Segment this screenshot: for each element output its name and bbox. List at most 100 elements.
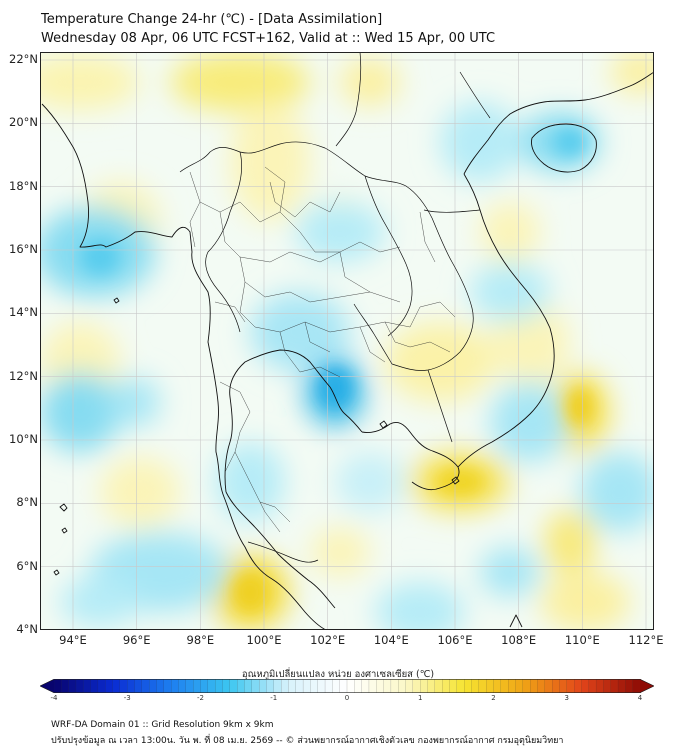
colorbar-segment [332, 679, 341, 693]
colorbar-segment [61, 679, 70, 693]
colorbar-segment [207, 679, 216, 693]
colorbar-segment [515, 679, 524, 693]
colorbar-segment [508, 679, 517, 693]
colorbar-segment [273, 679, 282, 693]
colorbar-segment [368, 679, 377, 693]
colorbar-segment [134, 679, 143, 693]
colorbar-segment [259, 679, 268, 693]
colorbar-segment [163, 679, 172, 693]
colorbar-segment [398, 679, 407, 693]
colorbar-segment [603, 679, 612, 693]
colorbar-segment [449, 679, 458, 693]
colorbar-segment [200, 679, 209, 693]
colorbar-segment [412, 679, 421, 693]
colorbar-tick-label: 3 [564, 694, 569, 702]
lon-tick-label: 98°E [186, 633, 215, 647]
colorbar-segment [574, 679, 583, 693]
colorbar-segment [229, 679, 238, 693]
colorbar-segment [581, 679, 590, 693]
colorbar-segment [427, 679, 436, 693]
map-title: Temperature Change 24-hr (℃) - [Data Ass… [41, 12, 383, 27]
lat-tick-label: 12°N [9, 368, 38, 383]
lon-tick-label: 100°E [246, 633, 282, 647]
colorbar-segment [251, 679, 260, 693]
colorbar-segment [222, 679, 231, 693]
colorbar-segment [390, 679, 399, 693]
colorbar-segment [149, 679, 158, 693]
colorbar-segment [324, 679, 334, 693]
lon-tick-label: 94°E [59, 633, 87, 647]
colorbar [40, 679, 654, 693]
colorbar-segment [83, 679, 92, 693]
colorbar-segment [90, 679, 99, 693]
lon-tick-label: 112°E [628, 633, 664, 647]
colorbar-segment [317, 679, 326, 693]
lat-tick-label: 8°N [16, 495, 38, 510]
colorbar-segment [420, 679, 429, 693]
colorbar-segment [193, 679, 202, 693]
colorbar-segment [544, 679, 553, 693]
colorbar-min-arrow [40, 679, 54, 693]
colorbar-segment [346, 679, 356, 693]
colorbar-segment [156, 679, 165, 693]
colorbar-segment [280, 679, 290, 693]
colorbar-segment [68, 679, 77, 693]
colorbar-segment [244, 679, 253, 693]
coastlines [41, 71, 654, 630]
colorbar-segment [442, 679, 451, 693]
colorbar-segment [119, 679, 128, 693]
lat-tick-label: 6°N [16, 558, 38, 573]
temperature-map [40, 52, 654, 630]
colorbar-segment [595, 679, 605, 693]
colorbar-tick-label: -4 [50, 694, 58, 702]
lat-tick-label: 18°N [9, 178, 38, 193]
colorbar-segment [127, 679, 136, 693]
colorbar-segment [486, 679, 495, 693]
colorbar-segment [493, 679, 502, 693]
colorbar-segment [237, 679, 246, 693]
colorbar-tick-label: 0 [344, 694, 350, 702]
colorbar-segment [97, 679, 106, 693]
colorbar-tick-label: -1 [270, 694, 278, 702]
colorbar-tick-label: 1 [418, 694, 423, 702]
colorbar-segment [434, 679, 443, 693]
colorbar-segment [288, 679, 297, 693]
lon-tick-label: 106°E [437, 633, 473, 647]
colorbar-segment [105, 679, 114, 693]
colorbar-segment [383, 679, 392, 693]
province-borders [189, 166, 456, 533]
lon-tick-label: 104°E [373, 633, 409, 647]
colorbar-segment [625, 679, 634, 693]
colorbar-tick-label: 2 [491, 694, 496, 702]
colorbar-segment [478, 679, 487, 693]
colorbar-segment [610, 679, 619, 693]
lat-tick-label: 14°N [9, 305, 38, 320]
colorbar-segment [456, 679, 465, 693]
colorbar-segment [178, 679, 187, 693]
colorbar-segment [617, 679, 627, 693]
colorbar-segment [75, 679, 84, 693]
colorbar-segment [310, 679, 319, 693]
colorbar-title: อุณหภูมิเปลี่ยนแปลง หน่วย องศาเซลเซียส (… [241, 669, 435, 680]
colorbar-segment [112, 679, 121, 693]
lat-tick-label: 4°N [16, 622, 38, 636]
colorbar-segment [171, 679, 180, 693]
colorbar-tick-label: -2 [197, 694, 204, 702]
colorbar-segment [354, 679, 363, 693]
country-borders [179, 52, 491, 563]
colorbar-segment [376, 679, 385, 693]
colorbar-segment [530, 679, 539, 693]
gridlines [40, 52, 654, 630]
colorbar-tick-label: -3 [123, 694, 131, 702]
colorbar-tick-label: 4 [637, 694, 643, 702]
colorbar-max-arrow [640, 679, 654, 693]
colorbar-segment [215, 679, 224, 693]
colorbar-segment [559, 679, 568, 693]
lon-tick-label: 110°E [564, 633, 600, 647]
colorbar-segment [405, 679, 414, 693]
colorbar-segment [500, 679, 509, 693]
colorbar-segment [552, 679, 561, 693]
colorbar-segment [266, 679, 275, 693]
lon-tick-label: 96°E [122, 633, 151, 647]
colorbar-segment [464, 679, 473, 693]
